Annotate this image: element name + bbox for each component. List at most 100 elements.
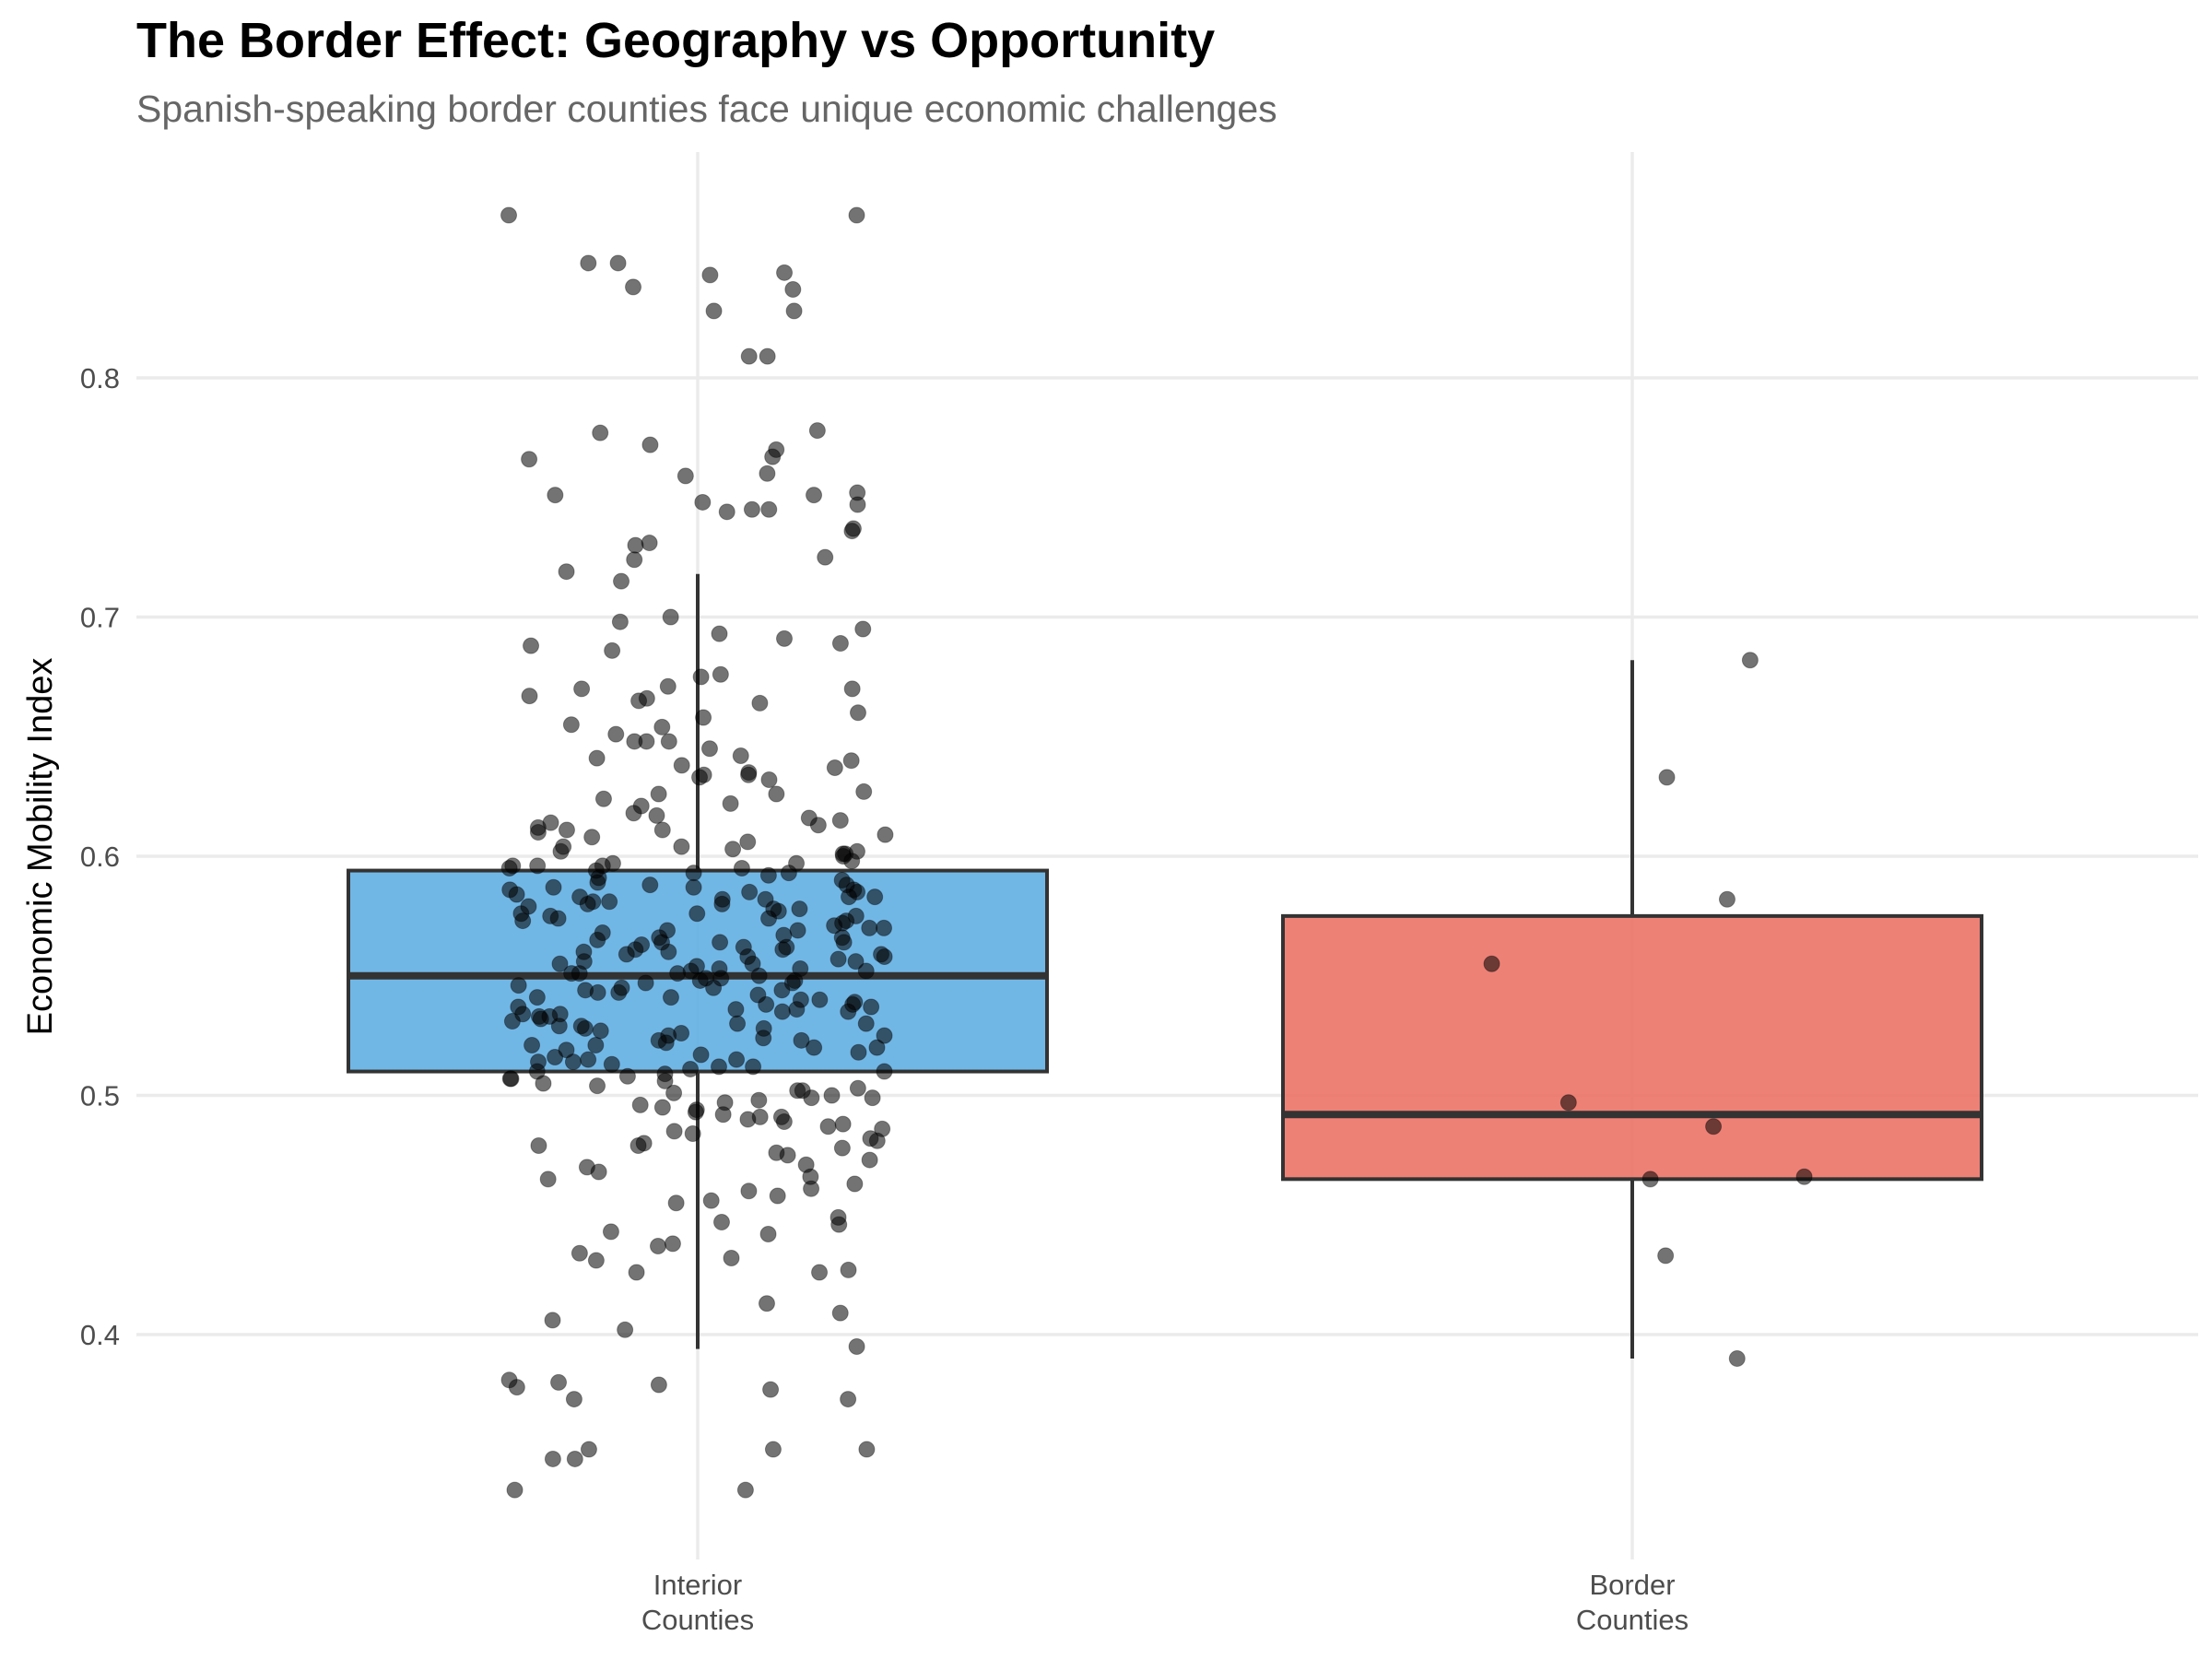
data-point — [587, 1252, 605, 1269]
data-point — [602, 1223, 619, 1241]
data-point — [628, 1264, 645, 1281]
data-point — [758, 995, 775, 1013]
data-point — [532, 1010, 549, 1028]
data-point — [728, 1051, 746, 1068]
data-point — [503, 1013, 521, 1030]
data-point — [524, 1037, 541, 1054]
data-point — [580, 1441, 597, 1458]
data-point — [563, 965, 581, 982]
data-point — [508, 1379, 525, 1396]
data-point — [506, 1481, 524, 1499]
data-point — [793, 1031, 810, 1049]
data-point — [662, 989, 679, 1006]
data-point — [662, 608, 679, 626]
data-point — [592, 424, 609, 441]
data-point — [604, 641, 621, 659]
data-point — [876, 947, 893, 965]
data-point — [613, 572, 630, 590]
data-point — [740, 766, 758, 783]
data-point — [603, 1055, 620, 1073]
data-point — [590, 1163, 607, 1181]
data-point — [685, 865, 702, 882]
data-point — [1705, 1118, 1723, 1135]
data-point — [551, 955, 569, 972]
chart-subtitle: Spanish-speaking border counties face un… — [136, 88, 1277, 130]
data-point — [607, 725, 625, 743]
data-point — [722, 794, 739, 812]
data-point — [544, 1312, 561, 1329]
data-point — [773, 1003, 791, 1020]
data-point — [736, 1481, 754, 1499]
data-point — [724, 841, 742, 858]
data-point — [650, 1376, 667, 1394]
data-point — [788, 1001, 806, 1018]
data-point — [627, 536, 644, 554]
data-point — [677, 467, 694, 485]
data-point — [609, 254, 627, 272]
data-point — [550, 1373, 568, 1391]
data-point — [523, 637, 540, 654]
data-point — [667, 1194, 685, 1212]
data-point — [580, 254, 597, 272]
data-point — [745, 1058, 762, 1076]
x-tick-label: Interior — [653, 1569, 742, 1601]
data-point — [759, 866, 777, 884]
data-point — [1658, 769, 1676, 786]
data-point — [1559, 1094, 1577, 1112]
data-point — [580, 1051, 597, 1068]
data-point — [587, 1037, 605, 1054]
data-point — [723, 1249, 740, 1266]
data-point — [877, 826, 894, 843]
data-point — [549, 910, 567, 927]
data-point — [528, 989, 546, 1006]
data-point — [594, 790, 612, 807]
data-point — [843, 680, 861, 698]
data-point — [653, 718, 671, 735]
data-point — [739, 1111, 757, 1128]
data-point — [712, 665, 729, 683]
data-point — [629, 1136, 647, 1154]
data-point — [626, 733, 643, 750]
data-point — [625, 805, 642, 822]
data-point — [673, 838, 690, 855]
data-point — [741, 883, 759, 900]
data-point — [701, 266, 719, 284]
data-point — [764, 1441, 782, 1458]
data-point — [849, 704, 866, 722]
data-point — [691, 769, 709, 786]
data-point — [840, 1003, 857, 1020]
data-point — [673, 757, 690, 774]
y-tick-labels: 0.4 0.5 0.6 0.7 0.8 — [80, 362, 120, 1351]
y-tick-label: 0.4 — [80, 1319, 120, 1351]
data-point — [861, 919, 878, 936]
data-point — [848, 1337, 865, 1355]
data-point — [589, 983, 606, 1001]
data-point — [1795, 1168, 1813, 1185]
data-point — [817, 548, 834, 566]
data-point — [558, 563, 575, 581]
grid-lines — [136, 152, 2198, 1559]
data-point — [740, 1182, 758, 1200]
data-point — [769, 1187, 786, 1205]
data-point — [857, 1015, 875, 1032]
data-point — [729, 1015, 747, 1032]
y-tick-label: 0.7 — [80, 602, 120, 634]
data-point — [876, 1027, 893, 1044]
data-point — [733, 859, 750, 877]
data-point — [711, 1058, 728, 1076]
data-point — [864, 1089, 881, 1107]
data-point — [601, 893, 618, 911]
data-point — [841, 888, 858, 906]
data-point — [641, 877, 659, 894]
data-point — [784, 280, 802, 298]
data-point — [831, 812, 849, 830]
data-point — [776, 629, 794, 647]
data-point — [762, 1381, 780, 1398]
data-point — [803, 1089, 820, 1107]
data-point — [617, 1321, 634, 1338]
data-point — [544, 1450, 561, 1467]
data-point — [641, 535, 658, 552]
y-tick-label: 0.5 — [80, 1080, 120, 1112]
data-point — [712, 1214, 730, 1231]
